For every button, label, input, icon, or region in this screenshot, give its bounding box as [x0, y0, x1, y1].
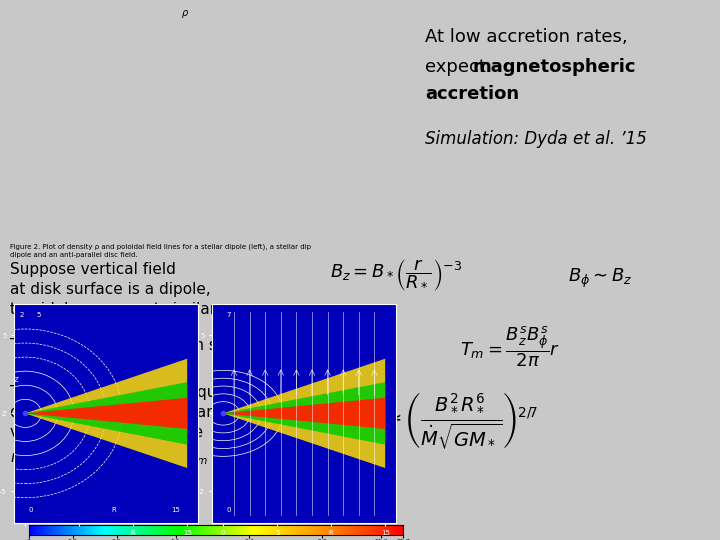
Text: Figure 2. Plot of density ρ and poloidal field lines for a stellar dipole (left): Figure 2. Plot of density ρ and poloidal…: [10, 243, 311, 249]
Text: expect: expect: [425, 58, 492, 76]
Text: Then magnetic torque on surface of disk: Then magnetic torque on surface of disk: [10, 338, 321, 353]
Polygon shape: [223, 382, 385, 444]
Text: $\rho$: $\rho$: [181, 8, 189, 20]
Text: drive inflow is shorter than: drive inflow is shorter than: [10, 405, 216, 420]
Text: magnetospheric radius $r_m$: magnetospheric radius $r_m$: [10, 448, 209, 467]
Text: $r_m \simeq \left( \dfrac{B_*^2 R_*^6}{\dot{M}\sqrt{GM_*}} \right)^{2/7}$: $r_m \simeq \left( \dfrac{B_*^2 R_*^6}{\…: [360, 390, 539, 451]
Text: toroidal component similar: toroidal component similar: [10, 302, 216, 317]
Text: 7: 7: [226, 312, 231, 318]
Text: Suppose vertical field: Suppose vertical field: [10, 262, 176, 277]
Text: viscous time inside some: viscous time inside some: [10, 425, 203, 440]
Polygon shape: [223, 398, 385, 429]
Text: $T_m = \dfrac{B_z^s B_\phi^s}{2\pi} r$: $T_m = \dfrac{B_z^s B_\phi^s}{2\pi} r$: [460, 325, 560, 369]
Text: at disk surface is a dipole,: at disk surface is a dipole,: [10, 282, 211, 297]
Polygon shape: [223, 359, 385, 468]
Polygon shape: [25, 382, 187, 444]
Polygon shape: [25, 398, 187, 429]
Text: 5: 5: [36, 312, 40, 318]
Text: $B_z = B_* \left( \dfrac{r}{R_*} \right)^{-3}$: $B_z = B_* \left( \dfrac{r}{R_*} \right)…: [330, 258, 462, 294]
Text: At low accretion rates,: At low accretion rates,: [425, 28, 628, 46]
Text: $B_\phi \sim B_z$: $B_\phi \sim B_z$: [568, 267, 632, 290]
Polygon shape: [25, 359, 187, 468]
Text: 15: 15: [171, 507, 180, 513]
Text: accretion: accretion: [425, 85, 519, 103]
Text: 0: 0: [29, 507, 33, 513]
Text: Time scale for stellar torque to: Time scale for stellar torque to: [10, 385, 246, 400]
Text: Simulation: Dyda et al. ’15: Simulation: Dyda et al. ’15: [425, 130, 647, 148]
Text: R: R: [112, 507, 117, 513]
Text: Z: Z: [14, 377, 19, 383]
Text: magnetospheric: magnetospheric: [472, 58, 636, 76]
Text: 0: 0: [226, 507, 231, 513]
Text: dipole and an anti-parallel disc field.: dipole and an anti-parallel disc field.: [10, 252, 138, 258]
Text: 2: 2: [20, 312, 24, 318]
